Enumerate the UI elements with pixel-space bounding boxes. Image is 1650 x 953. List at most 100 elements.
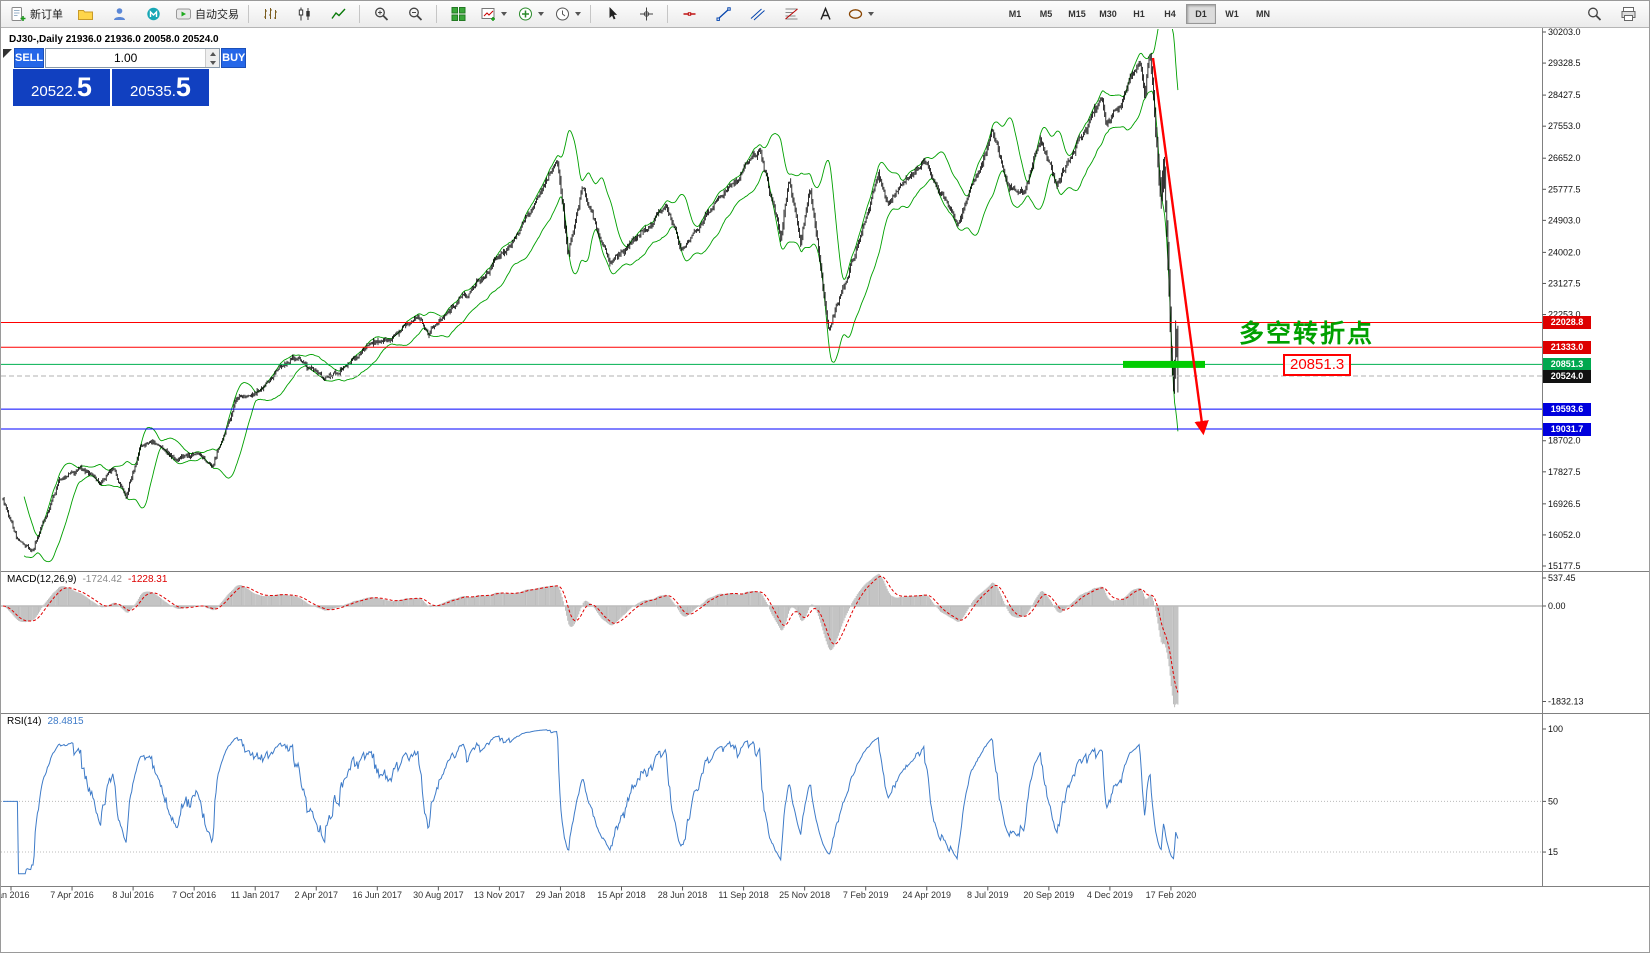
macd-axis-value: 537.45	[1548, 573, 1576, 583]
symbol-title: DJ30-,Daily 21936.0 21936.0 20058.0 2052…	[9, 34, 219, 45]
price-axis-value: 15177.5	[1548, 561, 1581, 571]
bollinger-lower-band	[23, 90, 1179, 563]
bar-chart-button[interactable]	[254, 2, 286, 26]
time-axis-label: 13 Nov 2017	[473, 890, 525, 900]
new-chart-dropdown-caret[interactable]	[501, 12, 507, 16]
sell-button[interactable]: SELL	[14, 48, 45, 68]
periods-button[interactable]	[550, 2, 585, 26]
timeframe-button-h1[interactable]: H1	[1133, 9, 1145, 19]
indicators-button[interactable]	[513, 2, 548, 26]
spin-down-icon	[209, 60, 216, 65]
volume-spinners	[205, 49, 220, 67]
timeframe-button-m30[interactable]: M30	[1099, 9, 1117, 19]
line-chart-button[interactable]	[322, 2, 354, 26]
toolbar-separator	[248, 5, 249, 23]
zoom-in-button[interactable]	[365, 2, 397, 26]
fibonacci-button[interactable]	[775, 2, 807, 26]
trend-arrow[interactable]	[1151, 57, 1209, 436]
shapes-button[interactable]	[843, 2, 878, 26]
rsi-line	[3, 729, 1179, 875]
price-axis-value: 26652.0	[1548, 153, 1581, 163]
price-axis-value: 16052.0	[1548, 530, 1581, 540]
time-axis-label: 29 Jan 2018	[535, 890, 586, 900]
new-chart-button[interactable]	[476, 2, 511, 26]
macd-axis-value: 0.00	[1548, 601, 1566, 611]
timeframe-button-w1[interactable]: W1	[1225, 9, 1239, 19]
volume-down-button[interactable]	[206, 58, 220, 67]
mql5-icon	[146, 7, 160, 21]
crosshair-button[interactable]	[630, 2, 662, 26]
one-click-trade-panel: SELL BUY 20522.5 20535.5	[3, 48, 247, 106]
folder-button[interactable]	[69, 2, 101, 26]
time-axis-label: 28 Jun 2018	[657, 890, 708, 900]
price-axis-value: 24002.0	[1548, 247, 1581, 257]
fibonacci-icon	[784, 8, 798, 20]
community-profile-button[interactable]	[103, 2, 135, 26]
buy-price-display[interactable]: 20535. 5	[112, 69, 209, 106]
toolbar-separator	[590, 5, 591, 23]
search-icon	[1587, 7, 1601, 21]
rsi-axis-value: 50	[1548, 796, 1558, 806]
timeframe-button-m1[interactable]: M1	[1008, 9, 1022, 19]
time-axis-label: 15 Apr 2018	[597, 890, 646, 900]
volume-input[interactable]	[46, 49, 206, 67]
price-line-label: 19031.7	[1543, 422, 1591, 436]
print-button[interactable]	[1612, 2, 1644, 26]
shapes-dropdown-caret[interactable]	[868, 12, 874, 16]
new-order-icon	[11, 7, 26, 21]
timeframe-button-mn[interactable]: MN	[1256, 9, 1270, 19]
auto-trading-button[interactable]: 自动交易	[171, 2, 243, 26]
price-box-annotation[interactable]: 20851.3	[1283, 354, 1352, 376]
sell-price-fraction: 5	[76, 72, 92, 102]
price-line-label: 20524.0	[1543, 369, 1591, 383]
macd-value-main: -1724.42	[82, 574, 122, 585]
horizontal-line-button[interactable]	[673, 2, 705, 26]
cursor-button[interactable]	[596, 2, 628, 26]
macd-signal-line	[2, 575, 1179, 693]
time-axis-label: 8 Jul 2016	[112, 890, 154, 900]
macd-value-signal: -1228.31	[127, 574, 168, 585]
periods-dropdown-caret[interactable]	[575, 12, 581, 16]
time-axis-label: 17 Feb 2020	[1145, 890, 1197, 900]
indicators-dropdown-caret[interactable]	[538, 12, 544, 16]
text-tool-icon	[819, 6, 831, 20]
sell-price-main: 20522.	[31, 83, 77, 100]
rsi-name: RSI(14)	[7, 716, 42, 727]
indicators-icon	[519, 7, 532, 21]
macd-axis-value: -1832.13	[1548, 697, 1584, 707]
new-order-button[interactable]: 新订单	[6, 2, 67, 26]
candlestick-chart-button[interactable]	[288, 2, 320, 26]
channel-button[interactable]	[741, 2, 773, 26]
candles-path	[2, 52, 1179, 553]
trendline-icon	[716, 7, 731, 21]
search-button[interactable]	[1578, 2, 1610, 26]
tile-windows-button[interactable]	[442, 2, 474, 26]
auto-trading-icon	[176, 8, 191, 20]
zoom-out-button[interactable]	[399, 2, 431, 26]
macd-name: MACD(12,26,9)	[7, 574, 77, 585]
new-chart-icon	[481, 8, 495, 21]
time-axis-label: 11 Sep 2018	[718, 890, 769, 900]
trendline-button[interactable]	[707, 2, 739, 26]
rsi-axis-value: 15	[1548, 847, 1558, 857]
text-tool-button[interactable]	[809, 2, 841, 26]
crosshair-icon	[639, 7, 653, 21]
timeframe-button-d1[interactable]: D1	[1186, 4, 1216, 24]
collapse-trade-panel-icon[interactable]	[3, 49, 12, 58]
rsi-axis-value: 100	[1548, 724, 1563, 734]
timeframe-button-m15[interactable]: M15	[1068, 9, 1086, 19]
spin-up-icon	[209, 51, 216, 56]
price-axis-value: 16926.5	[1548, 499, 1581, 509]
time-axis-label: 7 Apr 2016	[50, 890, 94, 900]
turning-point-annotation[interactable]: 多空转折点	[1239, 320, 1375, 348]
buy-price-fraction: 5	[175, 72, 191, 102]
mql5-button[interactable]	[137, 2, 169, 26]
highlight-bar[interactable]	[1123, 360, 1205, 368]
volume-up-button[interactable]	[206, 49, 220, 58]
buy-button[interactable]: BUY	[221, 48, 247, 68]
sell-price-display[interactable]: 20522. 5	[13, 69, 110, 106]
timeframe-button-m5[interactable]: M5	[1039, 9, 1053, 19]
timeframe-button-h4[interactable]: H4	[1164, 9, 1176, 19]
time-axis-label: 11 Jan 2017	[230, 890, 280, 900]
